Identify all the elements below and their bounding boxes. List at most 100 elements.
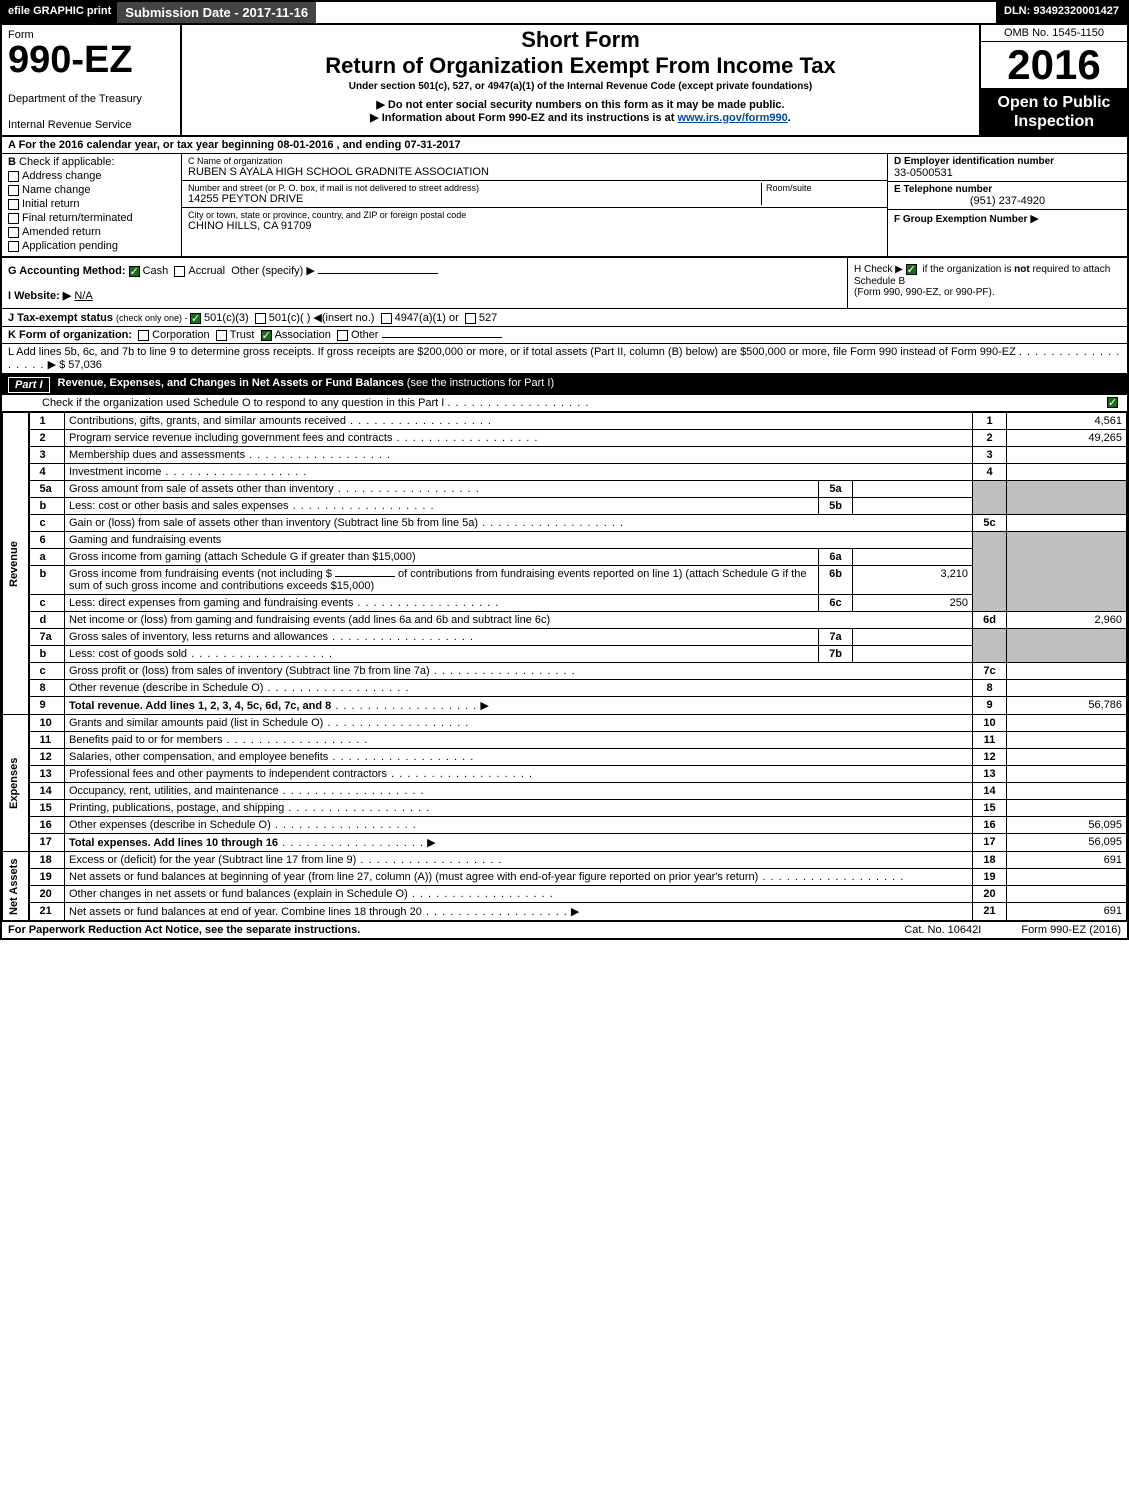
H-not: not xyxy=(1014,265,1030,276)
l16-text: Other expenses (describe in Schedule O) xyxy=(69,819,271,831)
chk-4947[interactable] xyxy=(381,313,392,324)
G-other-field[interactable] xyxy=(318,273,438,274)
K-opt3: Other xyxy=(351,329,379,341)
chk-final-return[interactable]: Final return/terminated xyxy=(8,212,175,224)
chk-application-pending[interactable]: Application pending xyxy=(8,240,175,252)
part1-check-row: Check if the organization used Schedule … xyxy=(2,395,1127,412)
G-accrual: Accrual xyxy=(188,265,225,277)
chk-part1-scho[interactable] xyxy=(1107,397,1118,408)
K-label: K Form of organization: xyxy=(8,329,132,341)
chk-501c3[interactable] xyxy=(190,313,201,324)
col-C: C Name of organization RUBEN S AYALA HIG… xyxy=(182,154,887,256)
l6c-text: Less: direct expenses from gaming and fu… xyxy=(69,597,353,609)
A-end: 07-31-2017 xyxy=(404,139,460,151)
l7c-text: Gross profit or (loss) from sales of inv… xyxy=(69,665,430,677)
l5c-text: Gain or (loss) from sale of assets other… xyxy=(69,517,478,529)
l6b-pre: Gross income from fundraising events (no… xyxy=(69,568,332,580)
row-5b: bLess: cost or other basis and sales exp… xyxy=(3,498,1127,515)
K-opt0: Corporation xyxy=(152,329,209,341)
amt-10 xyxy=(1007,715,1127,732)
J-opt3: 527 xyxy=(479,312,497,324)
E-block: E Telephone number (951) 237-4920 xyxy=(888,182,1127,210)
open-to-public: Open to Public Inspection xyxy=(981,89,1127,135)
row-L: L Add lines 5b, 6c, and 7b to line 9 to … xyxy=(2,344,1127,375)
chk-501c[interactable] xyxy=(255,313,266,324)
l6a-text: Gross income from gaming (attach Schedul… xyxy=(69,551,416,563)
efile-label[interactable]: efile GRAPHIC print xyxy=(2,2,117,23)
header-mid: Short Form Return of Organization Exempt… xyxy=(182,25,979,135)
form-header: Form 990-EZ Department of the Treasury I… xyxy=(2,25,1127,137)
note2-post: . xyxy=(788,112,791,124)
footer-left: For Paperwork Reduction Act Notice, see … xyxy=(8,924,360,936)
F-block: F Group Exemption Number ▶ xyxy=(888,210,1127,227)
header-right: OMB No. 1545-1150 2016 Open to Public In… xyxy=(979,25,1127,135)
subamt-5b xyxy=(853,498,973,515)
chk-amended-return[interactable]: Amended return xyxy=(8,226,175,238)
l5b-text: Less: cost or other basis and sales expe… xyxy=(69,500,289,512)
chk-cash[interactable] xyxy=(129,266,140,277)
l18-text: Excess or (deficit) for the year (Subtra… xyxy=(69,854,356,866)
chk-accrual[interactable] xyxy=(174,266,185,277)
subtitle: Under section 501(c), 527, or 4947(a)(1)… xyxy=(188,81,973,92)
row-13: 13Professional fees and other payments t… xyxy=(3,766,1127,783)
l11-text: Benefits paid to or for members xyxy=(69,734,222,746)
chk-527[interactable] xyxy=(465,313,476,324)
amt-18: 691 xyxy=(1007,852,1127,869)
C-city-label: City or town, state or province, country… xyxy=(188,210,881,220)
I-label: I Website: ▶ xyxy=(8,290,71,302)
open2: Inspection xyxy=(1014,113,1094,130)
row-J: J Tax-exempt status (check only one) - 5… xyxy=(2,309,1127,327)
H-t4: (Form 990, 990-EZ, or 990-PF). xyxy=(854,287,995,298)
row-10: Expenses 10Grants and similar amounts pa… xyxy=(3,715,1127,732)
side-revenue: Revenue xyxy=(3,413,29,715)
l2-text: Program service revenue including govern… xyxy=(69,432,392,444)
l4-text: Investment income xyxy=(69,466,161,478)
row-4: 4Investment income 4 xyxy=(3,464,1127,481)
K-opt2: Association xyxy=(275,329,331,341)
l6b-blank[interactable] xyxy=(335,576,395,577)
row-5a: 5aGross amount from sale of assets other… xyxy=(3,481,1127,498)
row-7b: bLess: cost of goods sold 7b xyxy=(3,646,1127,663)
amt-8 xyxy=(1007,680,1127,697)
subamt-6c: 250 xyxy=(853,595,973,612)
amt-12 xyxy=(1007,749,1127,766)
chk-trust[interactable] xyxy=(216,330,227,341)
chk-name-change[interactable]: Name change xyxy=(8,184,175,196)
chk-initial-return[interactable]: Initial return xyxy=(8,198,175,210)
chk-other[interactable] xyxy=(337,330,348,341)
l3-text: Membership dues and assessments xyxy=(69,449,245,461)
l14-text: Occupancy, rent, utilities, and maintena… xyxy=(69,785,279,797)
L-arrow: ▶ xyxy=(48,359,56,371)
H-t1: H Check ▶ xyxy=(854,265,903,276)
top-row: efile GRAPHIC print Submission Date - 20… xyxy=(2,2,1127,25)
K-other-field[interactable] xyxy=(382,337,502,338)
footer-mid: Cat. No. 10642I xyxy=(904,924,981,936)
amt-15 xyxy=(1007,800,1127,817)
irs-link[interactable]: www.irs.gov/form990 xyxy=(678,112,788,124)
note2-pre: ▶ Information about Form 990-EZ and its … xyxy=(370,112,677,124)
l5a-text: Gross amount from sale of assets other t… xyxy=(69,483,334,495)
chk-H[interactable] xyxy=(906,264,917,275)
chk-address-change[interactable]: Address change xyxy=(8,170,175,182)
row-16: 16Other expenses (describe in Schedule O… xyxy=(3,817,1127,834)
opt-final-return: Final return/terminated xyxy=(22,212,133,224)
E-label: E Telephone number xyxy=(894,184,1121,195)
chk-corp[interactable] xyxy=(138,330,149,341)
opt-name-change: Name change xyxy=(22,184,91,196)
amt-21: 691 xyxy=(1007,903,1127,921)
sub-7a: 7a xyxy=(819,629,853,646)
amt-13 xyxy=(1007,766,1127,783)
l1-text: Contributions, gifts, grants, and simila… xyxy=(69,415,346,427)
col-H: H Check ▶ if the organization is not req… xyxy=(847,258,1127,308)
A-pre: A For the 2016 calendar year, or tax yea… xyxy=(8,139,277,151)
chk-assoc[interactable] xyxy=(261,330,272,341)
amt-14 xyxy=(1007,783,1127,800)
row-6: 6Gaming and fundraising events xyxy=(3,532,1127,549)
subamt-6a xyxy=(853,549,973,566)
row-3: 3Membership dues and assessments 3 xyxy=(3,447,1127,464)
l7a-text: Gross sales of inventory, less returns a… xyxy=(69,631,328,643)
amt-9: 56,786 xyxy=(1007,697,1127,715)
row-14: 14Occupancy, rent, utilities, and mainte… xyxy=(3,783,1127,800)
row-18: Net Assets 18Excess or (deficit) for the… xyxy=(3,852,1127,869)
J-note: (check only one) - xyxy=(116,313,190,323)
